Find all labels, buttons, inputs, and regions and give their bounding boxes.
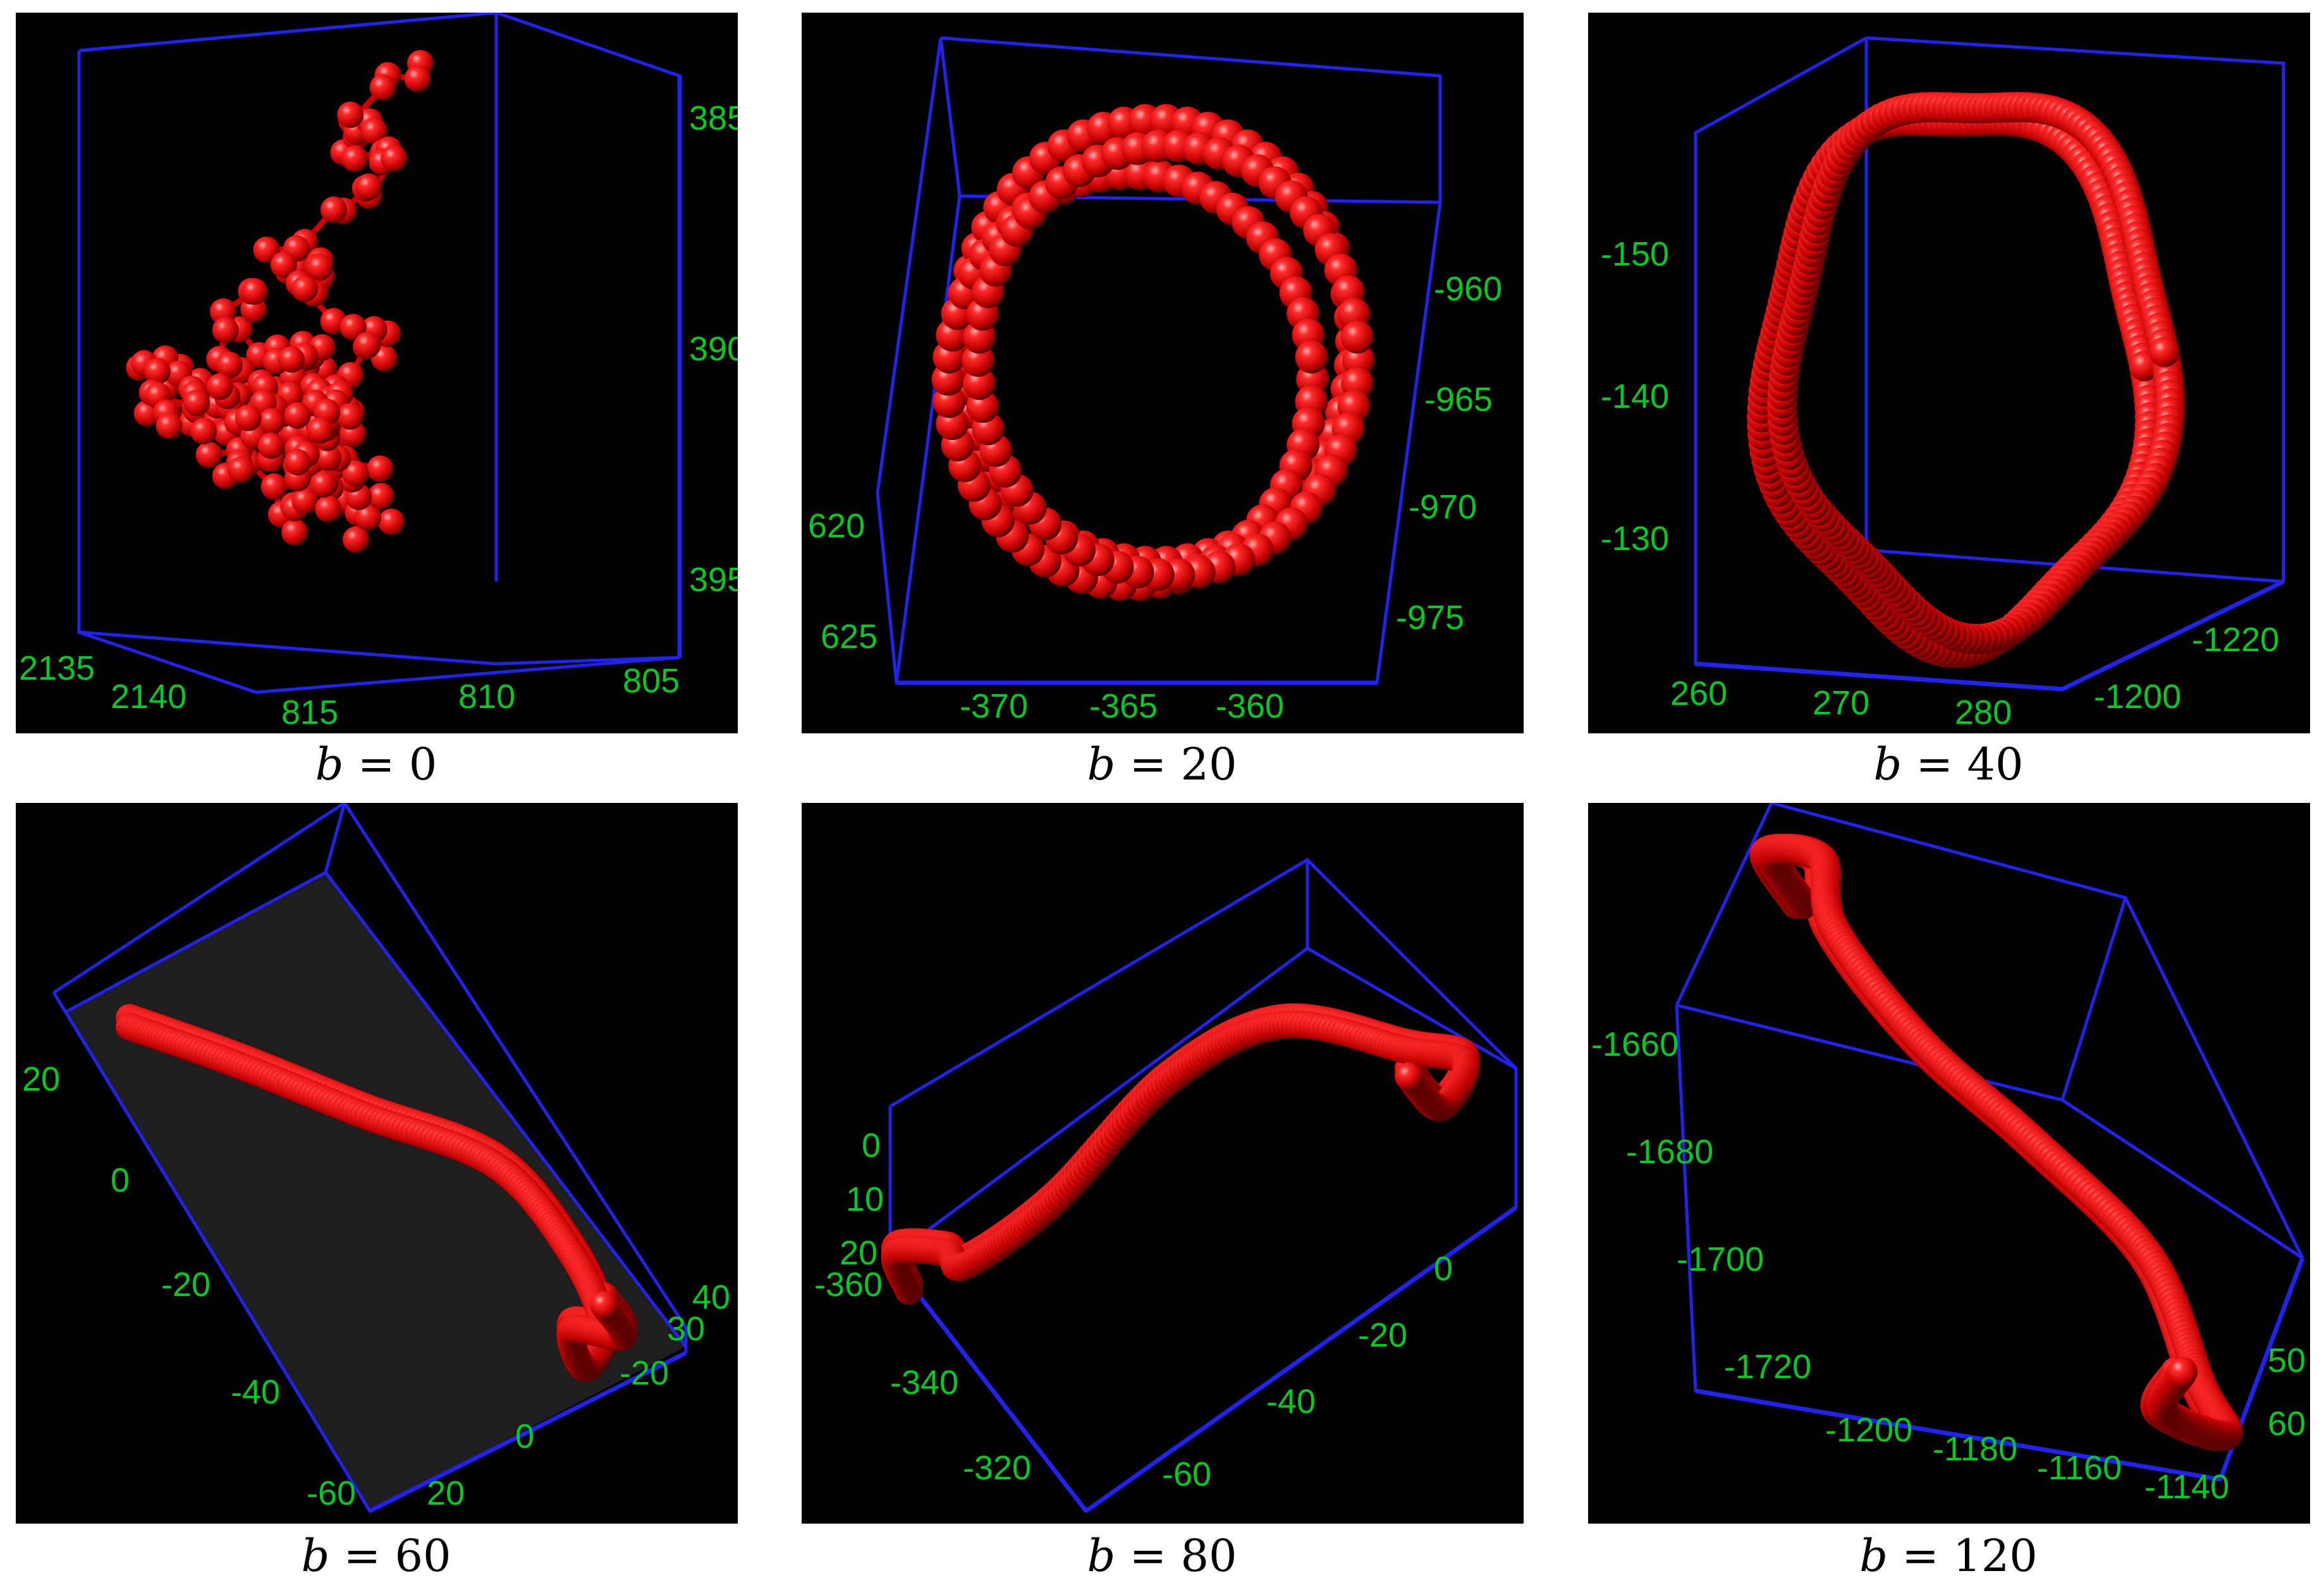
caption-b40: b = 40 xyxy=(1873,738,2024,790)
tick-label: -1160 xyxy=(2037,1449,2122,1487)
tick-label: 20 xyxy=(427,1474,465,1512)
tick-label: -370 xyxy=(960,687,1028,725)
tick-label: -40 xyxy=(231,1373,280,1411)
tick-label: 60 xyxy=(2268,1405,2306,1443)
chain-beads xyxy=(116,1004,638,1382)
bounding-box xyxy=(1675,803,2305,1482)
tick-label: 0 xyxy=(862,1127,881,1165)
panel-b20: -960 -965 -970 -975 620 625 -370 -365 -3… xyxy=(802,13,1524,733)
caption-b60: b = 60 xyxy=(301,1530,451,1582)
panel-b80: 0 10 20 -360 -340 -320 -60 -40 -20 0 xyxy=(802,803,1524,1524)
tick-label: 395 xyxy=(689,561,738,599)
tick-label: 0 xyxy=(1434,1250,1453,1288)
tick-label: 815 xyxy=(281,694,338,731)
bounding-box xyxy=(52,803,688,1514)
tick-label: -960 xyxy=(1434,270,1502,308)
plot-b120: -1660 -1680 -1700 -1720 -1200 -1180 -116… xyxy=(1591,803,2306,1506)
tick-label: -340 xyxy=(890,1364,958,1402)
tick-label: -365 xyxy=(1089,687,1158,725)
tick-label: 10 xyxy=(846,1180,884,1218)
caption-b20: b = 20 xyxy=(1087,738,1237,790)
tick-label: -975 xyxy=(1396,599,1464,637)
plot-b80: 0 10 20 -360 -340 -320 -60 -40 -20 0 xyxy=(814,857,1518,1514)
bounding-box xyxy=(77,13,682,694)
plot-b0: 385 390 395 2135 2140 815 810 805 xyxy=(19,13,738,731)
chain-beads xyxy=(1749,833,2243,1451)
plot-b60: 20 0 -20 -40 -60 0 20 -20 30 40 xyxy=(22,803,730,1514)
chain-beads xyxy=(126,50,434,553)
tick-label: -1660 xyxy=(1591,1025,1679,1063)
tick-label: -1720 xyxy=(1724,1348,1811,1386)
tick-label: -970 xyxy=(1409,488,1477,526)
tick-label: -20 xyxy=(1358,1316,1407,1354)
tick-label: 40 xyxy=(692,1278,730,1316)
back-plane xyxy=(66,872,686,1511)
tick-label: -1140 xyxy=(2144,1468,2229,1506)
tick-label: 270 xyxy=(1813,684,1869,722)
caption-b120: b = 120 xyxy=(1859,1530,2038,1582)
tick-label: 390 xyxy=(689,330,738,368)
tick-label: 620 xyxy=(808,507,865,545)
tick-label: 50 xyxy=(2268,1342,2306,1379)
tick-label: -1200 xyxy=(1825,1411,1912,1449)
panel-b60: 20 0 -20 -40 -60 0 20 -20 30 40 xyxy=(16,803,738,1524)
panel-b0: 385 390 395 2135 2140 815 810 805 xyxy=(16,13,738,733)
plot-b40: -150 -140 -130 260 270 280 -1220 -1200 xyxy=(1601,36,2285,731)
tick-label: -965 xyxy=(1424,381,1493,419)
tick-label: -20 xyxy=(161,1266,211,1304)
bounding-box xyxy=(888,857,1518,1514)
chain-beads xyxy=(931,104,1375,601)
tick-label: -40 xyxy=(1266,1383,1316,1421)
tick-label: 30 xyxy=(667,1310,705,1348)
tick-label: -130 xyxy=(1601,520,1669,558)
caption-b80: b = 80 xyxy=(1087,1530,1237,1582)
plot-b20: -960 -965 -970 -975 620 625 -370 -365 -3… xyxy=(808,36,1502,725)
bounding-box xyxy=(876,36,1442,685)
tick-label: 2135 xyxy=(19,649,95,687)
tick-label: 810 xyxy=(458,678,515,716)
tick-label: 0 xyxy=(111,1161,130,1199)
panel-b40: -150 -140 -130 260 270 280 -1220 -1200 xyxy=(1588,13,2310,733)
tick-label: -1180 xyxy=(1933,1430,2017,1468)
tick-label: 260 xyxy=(1670,675,1727,712)
chain-beads xyxy=(1747,92,2186,668)
tick-label: -1200 xyxy=(2094,678,2181,716)
tick-label: -140 xyxy=(1601,377,1669,415)
tick-label: 280 xyxy=(1955,694,2012,731)
tick-label: -60 xyxy=(1162,1455,1211,1493)
tick-label: -60 xyxy=(307,1474,356,1512)
tick-label: -150 xyxy=(1601,235,1669,273)
tick-label: 805 xyxy=(623,662,680,700)
tick-label: -20 xyxy=(620,1354,669,1392)
panel-b120: -1660 -1680 -1700 -1720 -1200 -1180 -116… xyxy=(1588,803,2310,1524)
tick-label: -1220 xyxy=(2192,621,2279,659)
tick-label: 625 xyxy=(821,618,878,656)
tick-label: -1700 xyxy=(1677,1240,1764,1278)
caption-b0: b = 0 xyxy=(315,738,437,790)
tick-label: 20 xyxy=(22,1060,60,1098)
tick-label: -1680 xyxy=(1626,1133,1713,1171)
tick-label: 2140 xyxy=(111,678,187,716)
tick-label: -320 xyxy=(963,1449,1031,1487)
chain-beads xyxy=(881,1003,1481,1305)
tick-label: 385 xyxy=(689,99,738,137)
tick-label: -360 xyxy=(1216,687,1284,725)
tick-label: -360 xyxy=(814,1266,883,1304)
tick-label: 20 xyxy=(840,1234,878,1272)
tick-label: 0 xyxy=(515,1417,534,1455)
